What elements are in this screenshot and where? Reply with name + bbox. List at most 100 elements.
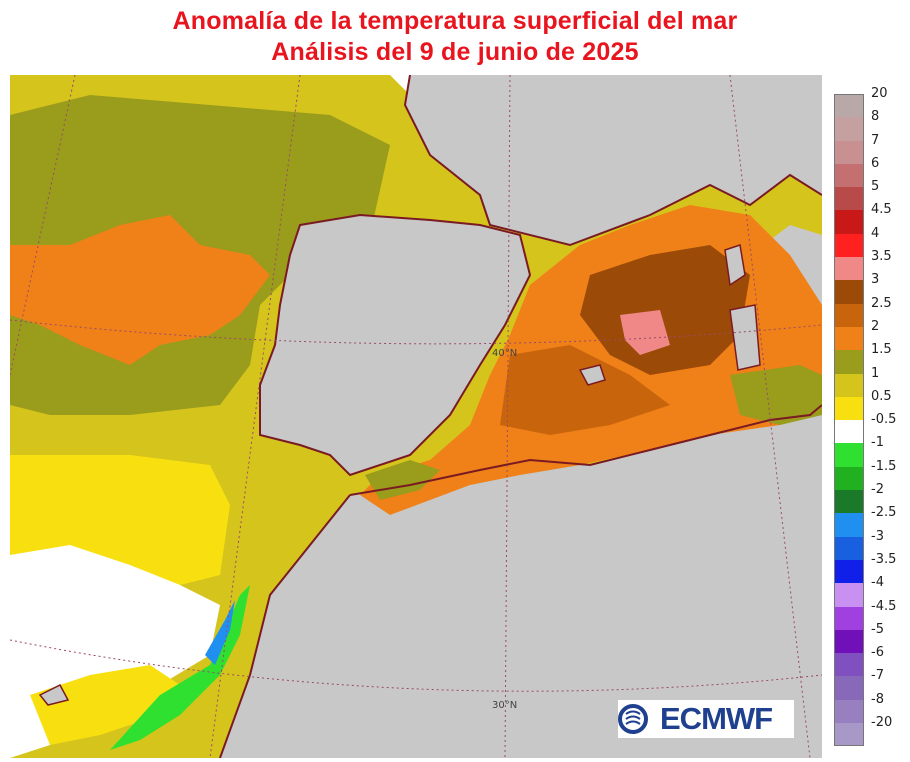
legend-swatch [834, 559, 864, 584]
legend-label: 3.5 [871, 249, 892, 265]
island-balearic-mallorca [578, 364, 606, 386]
legend-label: 5 [871, 179, 880, 195]
legend-label: -5 [871, 621, 884, 637]
legend-label: 2.5 [871, 295, 892, 311]
coastline-europe-north [403, 75, 822, 247]
legend-swatch [834, 303, 864, 327]
legend-item: -6 [834, 646, 908, 677]
legend-label: -3.5 [871, 551, 897, 567]
legend-swatch [834, 699, 864, 724]
island-sardinia [729, 304, 761, 371]
graticule-parallel-40n [10, 319, 822, 345]
legend-item: 3 [834, 273, 908, 304]
legend-item: 4 [834, 226, 908, 258]
legend-label: -6 [871, 645, 884, 661]
legend-label: 4 [871, 225, 880, 241]
legend-swatch [834, 723, 864, 747]
legend-item: -2 [834, 483, 908, 514]
grid-label-40n: 40°N [492, 348, 518, 359]
legend-swatch [834, 606, 864, 630]
legend-swatch [834, 257, 864, 281]
legend-label: -7 [871, 668, 884, 684]
legend-label: 1.5 [871, 342, 892, 358]
legend-item: -2.5 [834, 506, 908, 537]
title-line-1: Anomalía de la temperatura superficial d… [172, 7, 738, 35]
legend-label: 3 [871, 272, 880, 288]
sst-anomaly-map [10, 75, 822, 758]
legend-label: -20 [871, 715, 893, 731]
graticule-parallel-30n [10, 639, 822, 692]
legend-item: -1 [834, 436, 908, 467]
legend-label: -8 [871, 691, 884, 707]
island-canary [38, 684, 70, 706]
legend-swatch [834, 350, 864, 374]
mediterranean-sst-brown [580, 245, 750, 375]
legend-swatch [834, 187, 864, 211]
legend-label: 6 [871, 155, 880, 171]
legend-swatch [834, 210, 864, 234]
island-corsica [724, 244, 746, 287]
legend-item: 2.5 [834, 296, 908, 327]
legend-label: -0.5 [871, 412, 897, 428]
coastline-iberia [259, 213, 532, 477]
legend-item: -3 [834, 529, 908, 560]
moroccan-upwelling-blue [205, 600, 235, 665]
legend-swatch [834, 466, 864, 491]
legend-item: 1 [834, 366, 908, 397]
legend-item: 8 [834, 110, 908, 141]
legend-item: -4.5 [834, 599, 908, 630]
legend-label: -4.5 [871, 598, 897, 614]
legend-swatch [834, 443, 864, 467]
legend-item: 7 [834, 133, 908, 164]
ecmwf-logo: ECMWF [618, 700, 794, 738]
legend-label: 4.5 [871, 202, 892, 218]
legend-item: -4 [834, 576, 908, 607]
legend-swatch [834, 653, 864, 677]
legend-swatch [834, 536, 864, 560]
legend-label: -2.5 [871, 505, 897, 521]
legend-item: -1.5 [834, 459, 908, 491]
ecmwf-logo-text: ECMWF [660, 701, 773, 736]
legend-label: 8 [871, 109, 880, 125]
legend-swatch [834, 233, 864, 258]
title-line-2: Análisis del 9 de junio de 2025 [271, 38, 639, 66]
legend-item: 5 [834, 180, 908, 211]
legend-swatch [834, 163, 864, 188]
legend-swatch [834, 420, 864, 444]
legend-label: -1 [871, 435, 884, 451]
legend-swatch [834, 140, 864, 164]
legend-swatch [834, 373, 864, 397]
legend-swatch [834, 117, 864, 141]
atlantic-yellow-south [30, 665, 180, 745]
legend-label: -1.5 [871, 458, 897, 474]
ecmwf-logo-icon [618, 704, 648, 734]
mediterranean-sst-dark-orange [500, 345, 670, 435]
legend-item: -5 [834, 622, 908, 654]
legend-label: 20 [871, 86, 888, 101]
legend-item: 3.5 [834, 250, 908, 281]
legend-item: 6 [834, 156, 908, 188]
moroccan-upwelling-green [110, 585, 250, 750]
graticule-meridian-center [504, 75, 511, 758]
color-legend: 20 8 7 6 5 4.5 4 3.5 3 2.5 2 1.5 1 0.5 -0.5 -1 -1.5 -2 -2.… [834, 87, 908, 747]
legend-swatch [834, 676, 864, 700]
legend-item: 4.5 [834, 203, 908, 234]
legend-label: 2 [871, 318, 880, 334]
legend-swatch [834, 490, 864, 514]
legend-item: 20 [834, 87, 908, 118]
legend-label: -2 [871, 482, 884, 498]
map-title: Anomalía de la temperatura superficial d… [0, 6, 910, 68]
legend-item: -20 [834, 716, 908, 747]
legend-swatch [834, 94, 864, 118]
legend-label: 0.5 [871, 388, 892, 404]
mediterranean-sst-pink [620, 310, 670, 355]
legend-swatch [834, 629, 864, 654]
legend-label: 7 [871, 132, 880, 148]
legend-item: 1.5 [834, 343, 908, 374]
legend-item: 0.5 [834, 389, 908, 421]
mediterranean-sst-olive-east [730, 365, 822, 425]
legend-swatch [834, 326, 864, 351]
coastline-north-africa [219, 404, 822, 758]
legend-item: 2 [834, 319, 908, 351]
grid-label-30n: 30°N [492, 700, 518, 711]
